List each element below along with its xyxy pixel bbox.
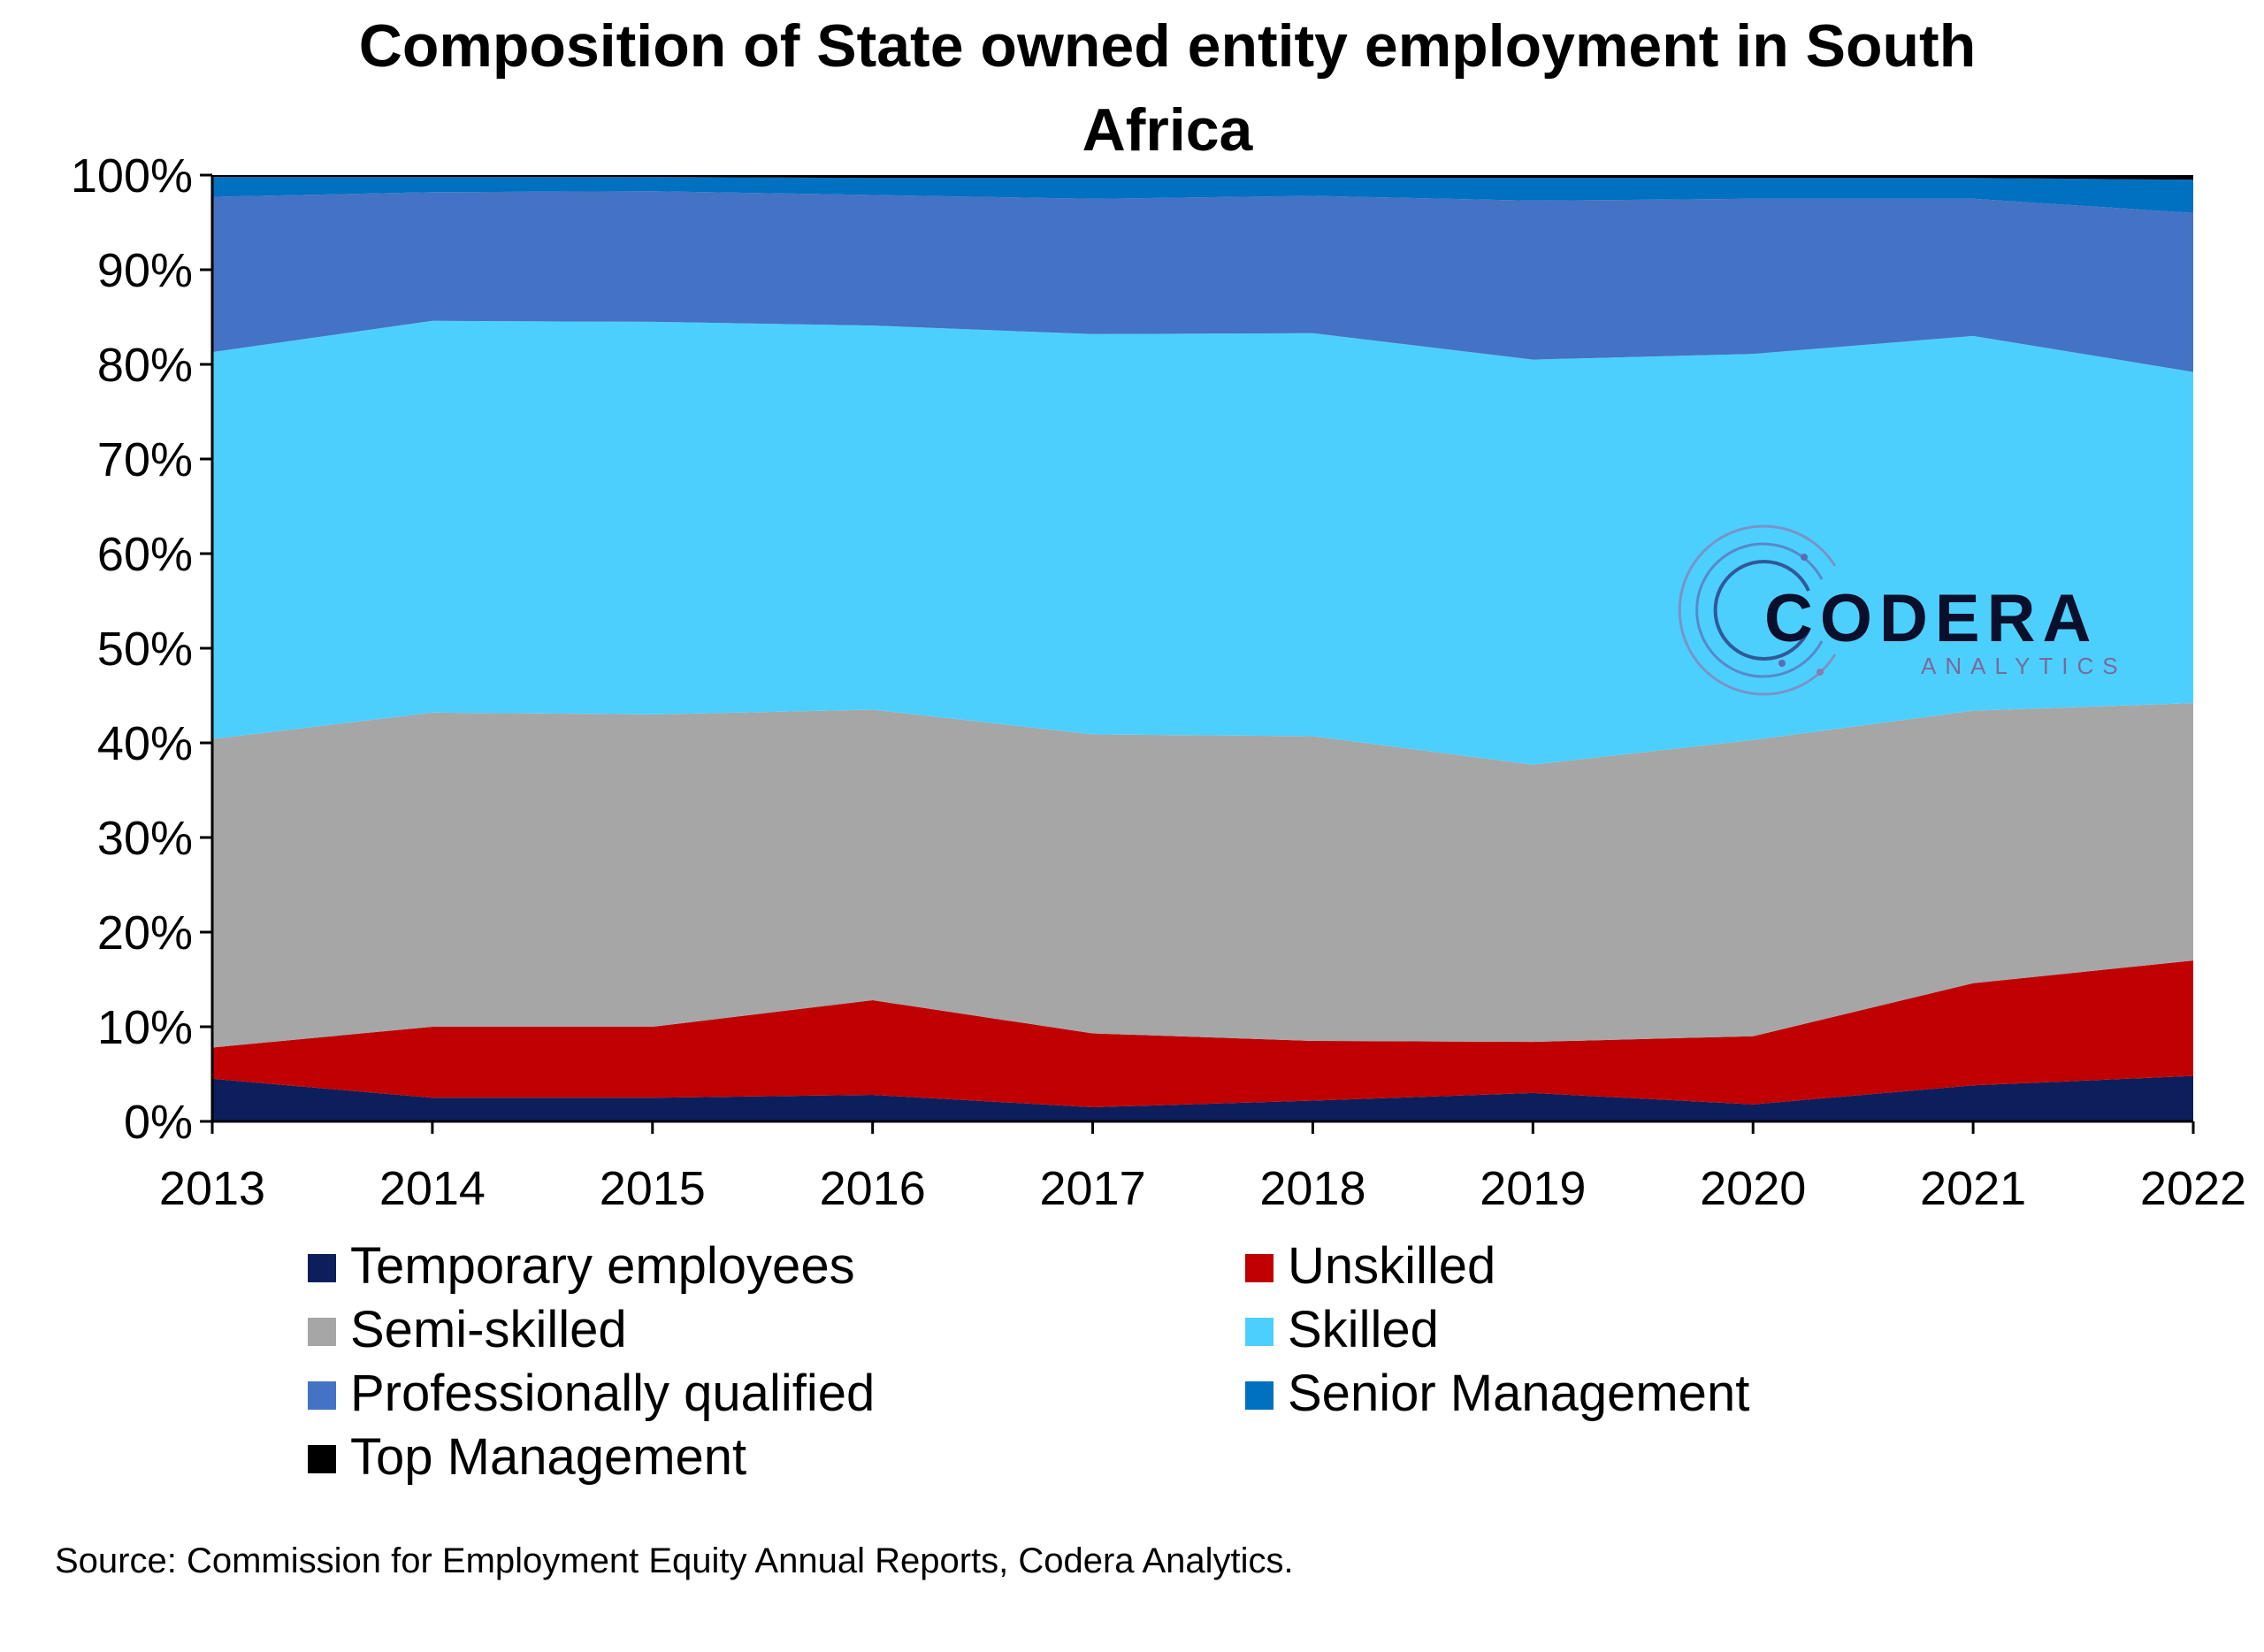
area-series-unskilled [212,960,2193,1107]
x-tick-label: 2016 [820,1162,926,1215]
legend-label: Unskilled [1288,1237,1495,1295]
legend-label: Senior Management [1288,1365,1749,1422]
y-tick-label: 40% [97,717,193,770]
codera-logo-name: CODERA [1764,581,2098,656]
x-tick-label: 2014 [379,1162,486,1215]
chart-title: Composition of State owned entity employ… [359,12,1976,164]
x-tick-label: 2015 [600,1162,706,1215]
area-series-temporary-employees [212,1075,2193,1121]
codera-logo-tagline: ANALYTICS [1921,653,2127,679]
x-axis-ticks: 2013 2014 2015 2016 2017 2018 2019 2020 2021 2022 [159,1121,2246,1215]
legend-swatch [308,1318,336,1346]
y-tick-label: 20% [97,906,193,960]
legend-swatch [308,1254,336,1282]
area-series-top-management [212,175,2193,180]
series-layer [212,175,2193,1121]
chart-title-line-2: Africa [1082,96,1254,164]
y-tick-label: 100% [71,149,193,203]
y-tick-label: 30% [97,812,193,865]
area-series-semi-skilled [212,703,2193,1048]
legend-swatch [1245,1318,1274,1346]
chart-title-line-1: Composition of State owned entity employ… [359,12,1976,80]
legend-label: Professionally qualified [350,1365,875,1422]
codera-logo-icon [1678,524,1837,696]
x-tick-label: 2018 [1259,1162,1365,1215]
y-tick-label: 90% [97,244,193,297]
y-tick-label: 70% [97,433,193,486]
x-tick-label: 2020 [1700,1162,1806,1215]
y-tick-label: 10% [97,1001,193,1054]
area-series-senior-management [212,177,2193,213]
legend-label: Temporary employees [350,1237,855,1295]
legend-swatch [1245,1254,1274,1282]
x-tick-label: 2022 [2140,1162,2246,1215]
legend: Temporary employees Unskilled Semi-skilled… [308,1237,1749,1486]
x-tick-label: 2021 [1920,1162,2026,1215]
legend-swatch [1245,1381,1274,1410]
legend-label: Skilled [1288,1301,1439,1358]
y-tick-label: 0% [124,1096,193,1149]
x-tick-label: 2013 [159,1162,265,1215]
y-tick-label: 60% [97,528,193,581]
codera-logo-watermark: CODERA ANALYTICS [1678,524,2127,696]
legend-swatch [308,1445,336,1473]
area-series-professionally-qualified [212,191,2193,372]
y-axis-ticks: 0% 10% 20% 30% 40% 50% 60% 70% 80% 90% 100% [71,149,212,1149]
y-tick-label: 80% [97,339,193,392]
y-tick-label: 50% [97,623,193,676]
legend-label: Top Management [350,1428,746,1486]
x-tick-label: 2017 [1039,1162,1145,1215]
area-series-skilled [212,320,2193,765]
source-note: Source: Commission for Employment Equity… [55,1541,1294,1580]
x-tick-label: 2019 [1480,1162,1586,1215]
legend-swatch [308,1381,336,1410]
legend-label: Semi-skilled [350,1301,627,1358]
